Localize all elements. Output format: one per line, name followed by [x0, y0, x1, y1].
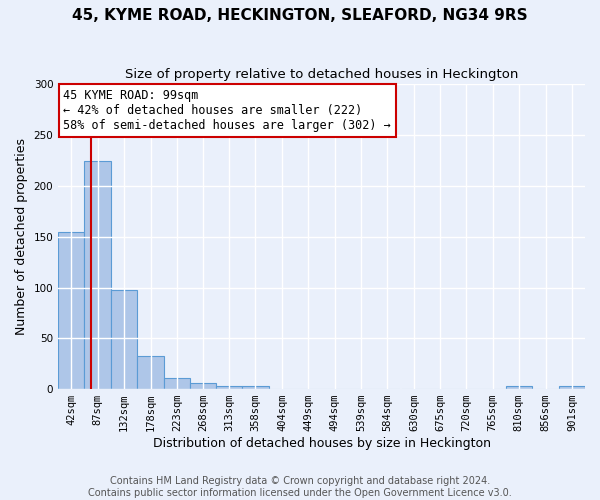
Bar [85, 160, 110, 389]
Text: 45, KYME ROAD, HECKINGTON, SLEAFORD, NG34 9RS: 45, KYME ROAD, HECKINGTON, SLEAFORD, NG3… [72, 8, 528, 22]
Bar [110, 290, 137, 389]
Text: Contains HM Land Registry data © Crown copyright and database right 2024.
Contai: Contains HM Land Registry data © Crown c… [88, 476, 512, 498]
X-axis label: Distribution of detached houses by size in Heckington: Distribution of detached houses by size … [152, 437, 491, 450]
Bar [137, 356, 164, 389]
Title: Size of property relative to detached houses in Heckington: Size of property relative to detached ho… [125, 68, 518, 80]
Bar [506, 386, 532, 389]
Y-axis label: Number of detached properties: Number of detached properties [15, 138, 28, 336]
Bar [164, 378, 190, 389]
Bar [242, 386, 269, 389]
Bar [58, 232, 85, 389]
Text: 45 KYME ROAD: 99sqm
← 42% of detached houses are smaller (222)
58% of semi-detac: 45 KYME ROAD: 99sqm ← 42% of detached ho… [64, 89, 391, 132]
Bar [216, 386, 242, 389]
Bar [190, 383, 216, 389]
Bar [559, 386, 585, 389]
